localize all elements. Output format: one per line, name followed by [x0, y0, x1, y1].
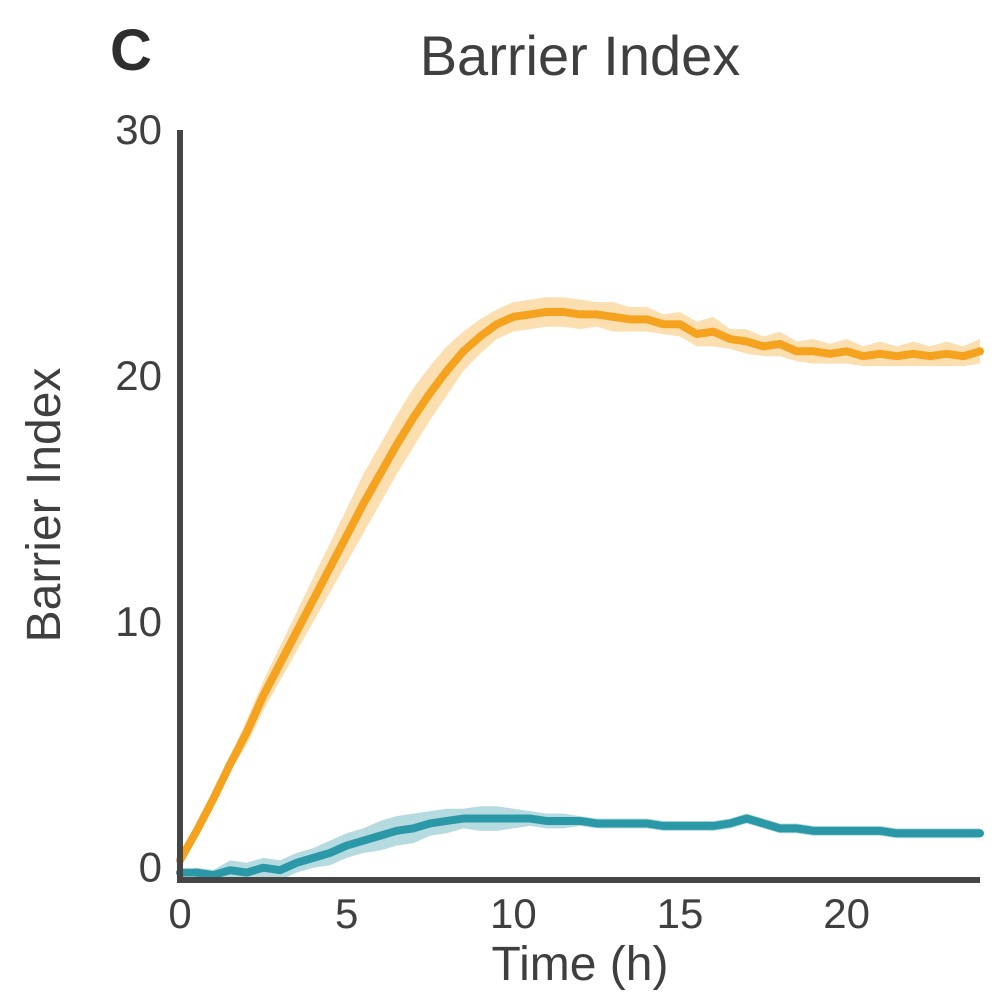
x-tick-label: 10	[490, 890, 537, 937]
barrier-index-chart: C Barrier Index Barrier Index Time (h) 0…	[0, 0, 1000, 1000]
axes	[177, 130, 980, 883]
y-tick-label: 0	[139, 844, 162, 891]
x-tick-label: 0	[168, 890, 191, 937]
series-band-orange	[180, 297, 980, 860]
y-axis-label: Barrier Index	[18, 368, 71, 643]
y-tick-label: 30	[115, 106, 162, 153]
panel-label: C	[110, 18, 152, 83]
plot-area	[180, 297, 980, 882]
y-tick-labels: 0 10 20 30	[115, 106, 162, 891]
series-line-orange	[180, 312, 980, 860]
x-tick-label: 15	[657, 890, 704, 937]
x-axis-label: Time (h)	[492, 938, 669, 991]
chart-title: Barrier Index	[420, 24, 741, 87]
x-tick-labels: 0 5 10 15 20	[168, 890, 870, 937]
x-tick-label: 20	[823, 890, 870, 937]
x-tick-label: 5	[335, 890, 358, 937]
y-tick-label: 20	[115, 352, 162, 399]
y-tick-label: 10	[115, 598, 162, 645]
